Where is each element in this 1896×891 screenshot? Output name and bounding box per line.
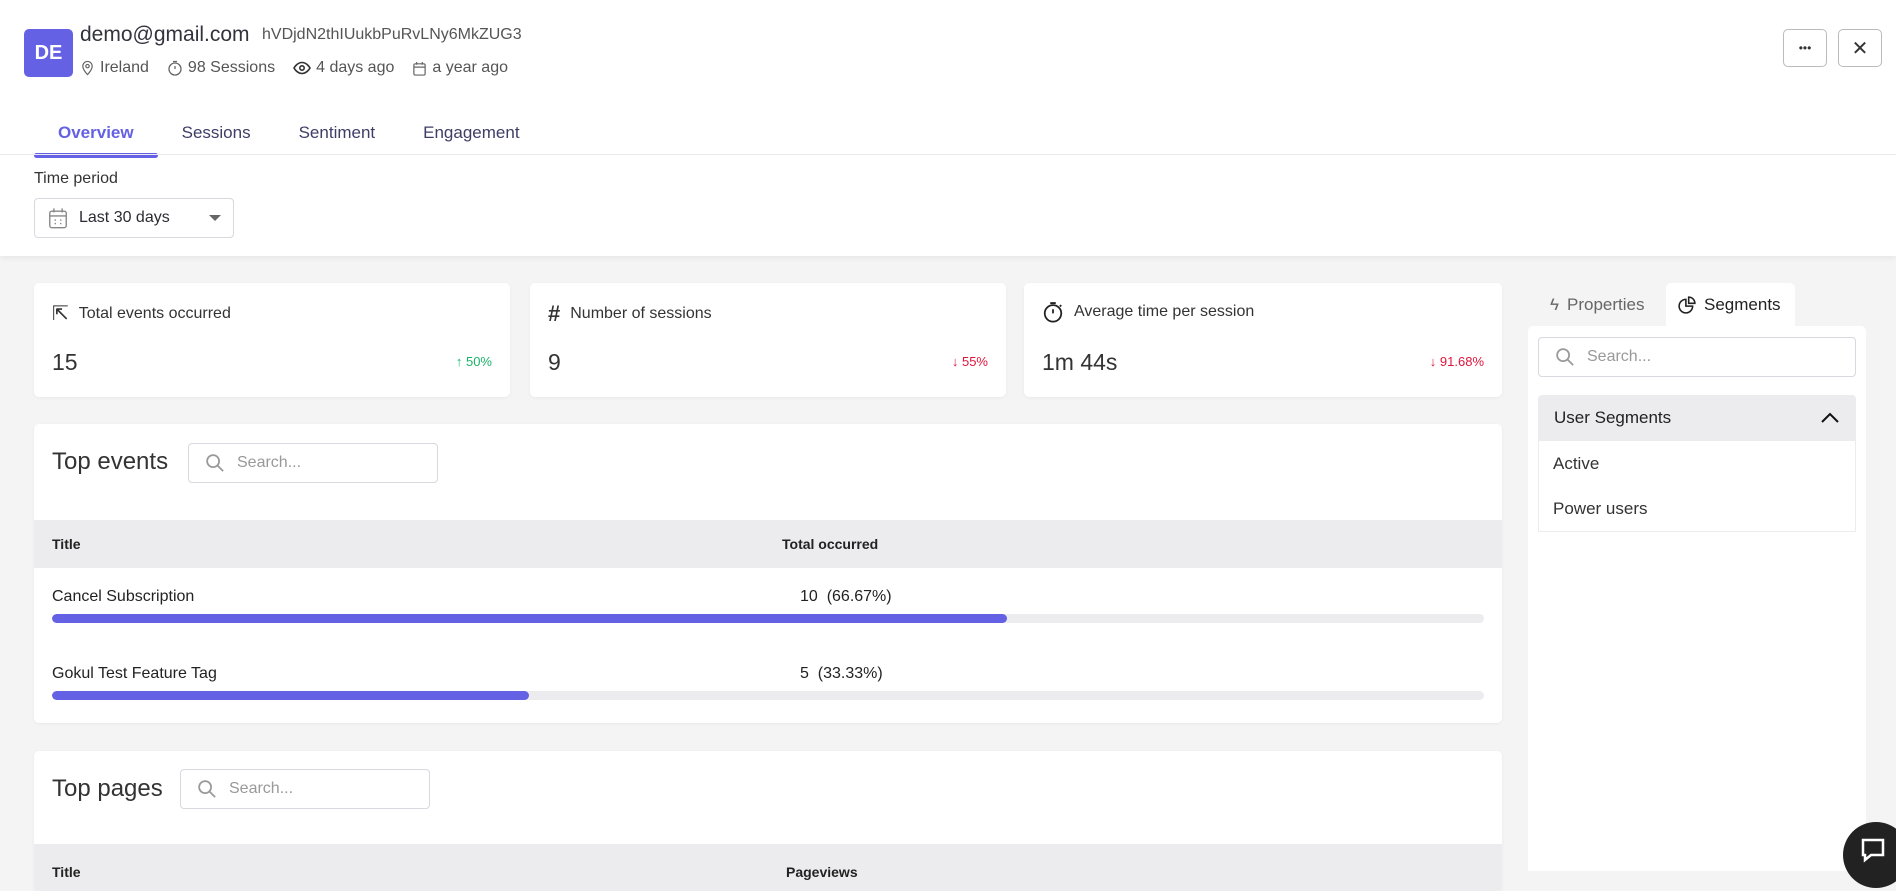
caret-down-icon xyxy=(209,215,221,221)
stat-change: ↑ 50% xyxy=(456,354,492,369)
chat-icon xyxy=(1861,838,1885,863)
tab-segments[interactable]: Segments xyxy=(1666,283,1795,326)
time-period-value: Last 30 days xyxy=(79,209,170,226)
stat-label: Total events occurred xyxy=(78,304,231,322)
avatar: DE xyxy=(24,29,73,77)
top-pages-card: Top pages Search... Title Pageviews xyxy=(34,751,1502,891)
last-seen: 4 days ago xyxy=(316,59,395,76)
search-icon xyxy=(198,780,216,798)
more-options-button[interactable]: ••• xyxy=(1783,29,1827,67)
stat-value: 9 xyxy=(548,349,561,375)
time-period-dropdown[interactable]: Last 30 days xyxy=(34,198,234,238)
change-value: 91.68% xyxy=(1439,354,1484,369)
progress-fill xyxy=(52,614,1007,623)
search-icon xyxy=(206,454,224,472)
segment-list: Active Power users xyxy=(1538,441,1856,532)
table-header: Title Pageviews xyxy=(34,844,1502,891)
eye-icon xyxy=(293,61,312,75)
segment-item-active[interactable]: Active xyxy=(1553,454,1600,473)
chat-widget-button[interactable] xyxy=(1843,822,1896,888)
tab-label: Properties xyxy=(1567,294,1645,314)
timer-icon xyxy=(168,60,182,76)
event-count: 10 (66.67%) xyxy=(800,588,892,605)
tab-properties[interactable]: ϟ Properties xyxy=(1538,283,1656,326)
top-events-search[interactable]: Search... xyxy=(188,443,438,483)
user-segments-header[interactable]: User Segments xyxy=(1538,395,1856,441)
top-events-card: Top events Search... Title Total occurre… xyxy=(34,424,1502,723)
table-header: Title Total occurred xyxy=(34,520,1502,568)
column-title: Title xyxy=(52,864,81,880)
column-title: Title xyxy=(52,536,81,552)
event-title: Cancel Subscription xyxy=(52,588,195,605)
event-count: 5 (33.33%) xyxy=(800,665,883,682)
stat-label: Average time per session xyxy=(1074,303,1255,320)
search-placeholder: Search... xyxy=(1587,348,1652,365)
search-icon xyxy=(1556,348,1574,366)
pie-chart-icon xyxy=(1678,295,1696,314)
divider xyxy=(0,154,1896,155)
tab-overview[interactable]: Overview xyxy=(34,112,158,158)
change-value: 50% xyxy=(465,354,492,369)
change-value: 55% xyxy=(961,354,988,369)
stopwatch-icon xyxy=(1043,302,1063,323)
user-meta: Ireland 98 Sessions 4 days ago a year ag… xyxy=(80,59,508,77)
column-pageviews: Pageviews xyxy=(786,864,858,880)
first-seen: a year ago xyxy=(432,59,508,76)
hash-icon: # xyxy=(548,301,561,326)
calendar-icon xyxy=(413,61,427,76)
event-title: Gokul Test Feature Tag xyxy=(52,665,217,682)
tab-engagement[interactable]: Engagement xyxy=(423,123,520,142)
stat-value: 15 xyxy=(52,349,78,375)
segments-search[interactable]: Search... xyxy=(1538,337,1856,377)
search-placeholder: Search... xyxy=(229,780,294,797)
column-total: Total occurred xyxy=(782,536,879,552)
section-title: Top pages xyxy=(52,775,163,802)
segment-item-power-users[interactable]: Power users xyxy=(1553,499,1648,518)
section-title: Top events xyxy=(52,448,169,475)
stat-card-sessions: # Number of sessions 9 ↓ 55% xyxy=(530,283,1006,397)
stat-change: ↓ 55% xyxy=(952,354,988,369)
user-id: hVDjdN2thIUukbPuRvLNy6MkZUG3 xyxy=(262,26,522,43)
cursor-click-icon: ⇱ xyxy=(52,303,69,325)
search-placeholder: Search... xyxy=(237,454,302,471)
stat-card-avg-time: Average time per session 1m 44s ↓ 91.68% xyxy=(1024,283,1502,397)
top-pages-search[interactable]: Search... xyxy=(180,769,430,809)
group-label: User Segments xyxy=(1554,408,1672,427)
stat-label: Number of sessions xyxy=(570,305,712,322)
lightning-icon: ϟ xyxy=(1550,294,1559,314)
user-email: demo@gmail.com xyxy=(80,23,250,46)
location: Ireland xyxy=(100,59,149,76)
tab-sentiment[interactable]: Sentiment xyxy=(298,123,376,142)
close-button[interactable]: ✕ xyxy=(1838,29,1882,67)
stat-change: ↓ 91.68% xyxy=(1430,354,1484,369)
progress-bar xyxy=(52,614,1484,623)
header-area xyxy=(0,0,1896,256)
time-period-label: Time period xyxy=(34,170,118,187)
tab-bar: Overview Sessions Sentiment Engagement xyxy=(34,112,544,158)
location-pin-icon xyxy=(82,60,93,76)
tab-label: Segments xyxy=(1704,294,1781,314)
progress-bar xyxy=(52,691,1484,700)
arrow-up-icon: ↑ xyxy=(455,354,466,369)
arrow-down-icon: ↓ xyxy=(1429,354,1440,369)
progress-fill xyxy=(52,691,530,700)
calendar-icon xyxy=(49,208,67,229)
stat-card-total-events: ⇱ Total events occurred 15 ↑ 50% xyxy=(34,283,510,397)
tab-sessions[interactable]: Sessions xyxy=(181,123,251,142)
arrow-down-icon: ↓ xyxy=(951,354,962,369)
stat-value: 1m 44s xyxy=(1042,349,1118,375)
session-count: 98 Sessions xyxy=(187,59,276,76)
chevron-up-icon xyxy=(1821,412,1839,423)
